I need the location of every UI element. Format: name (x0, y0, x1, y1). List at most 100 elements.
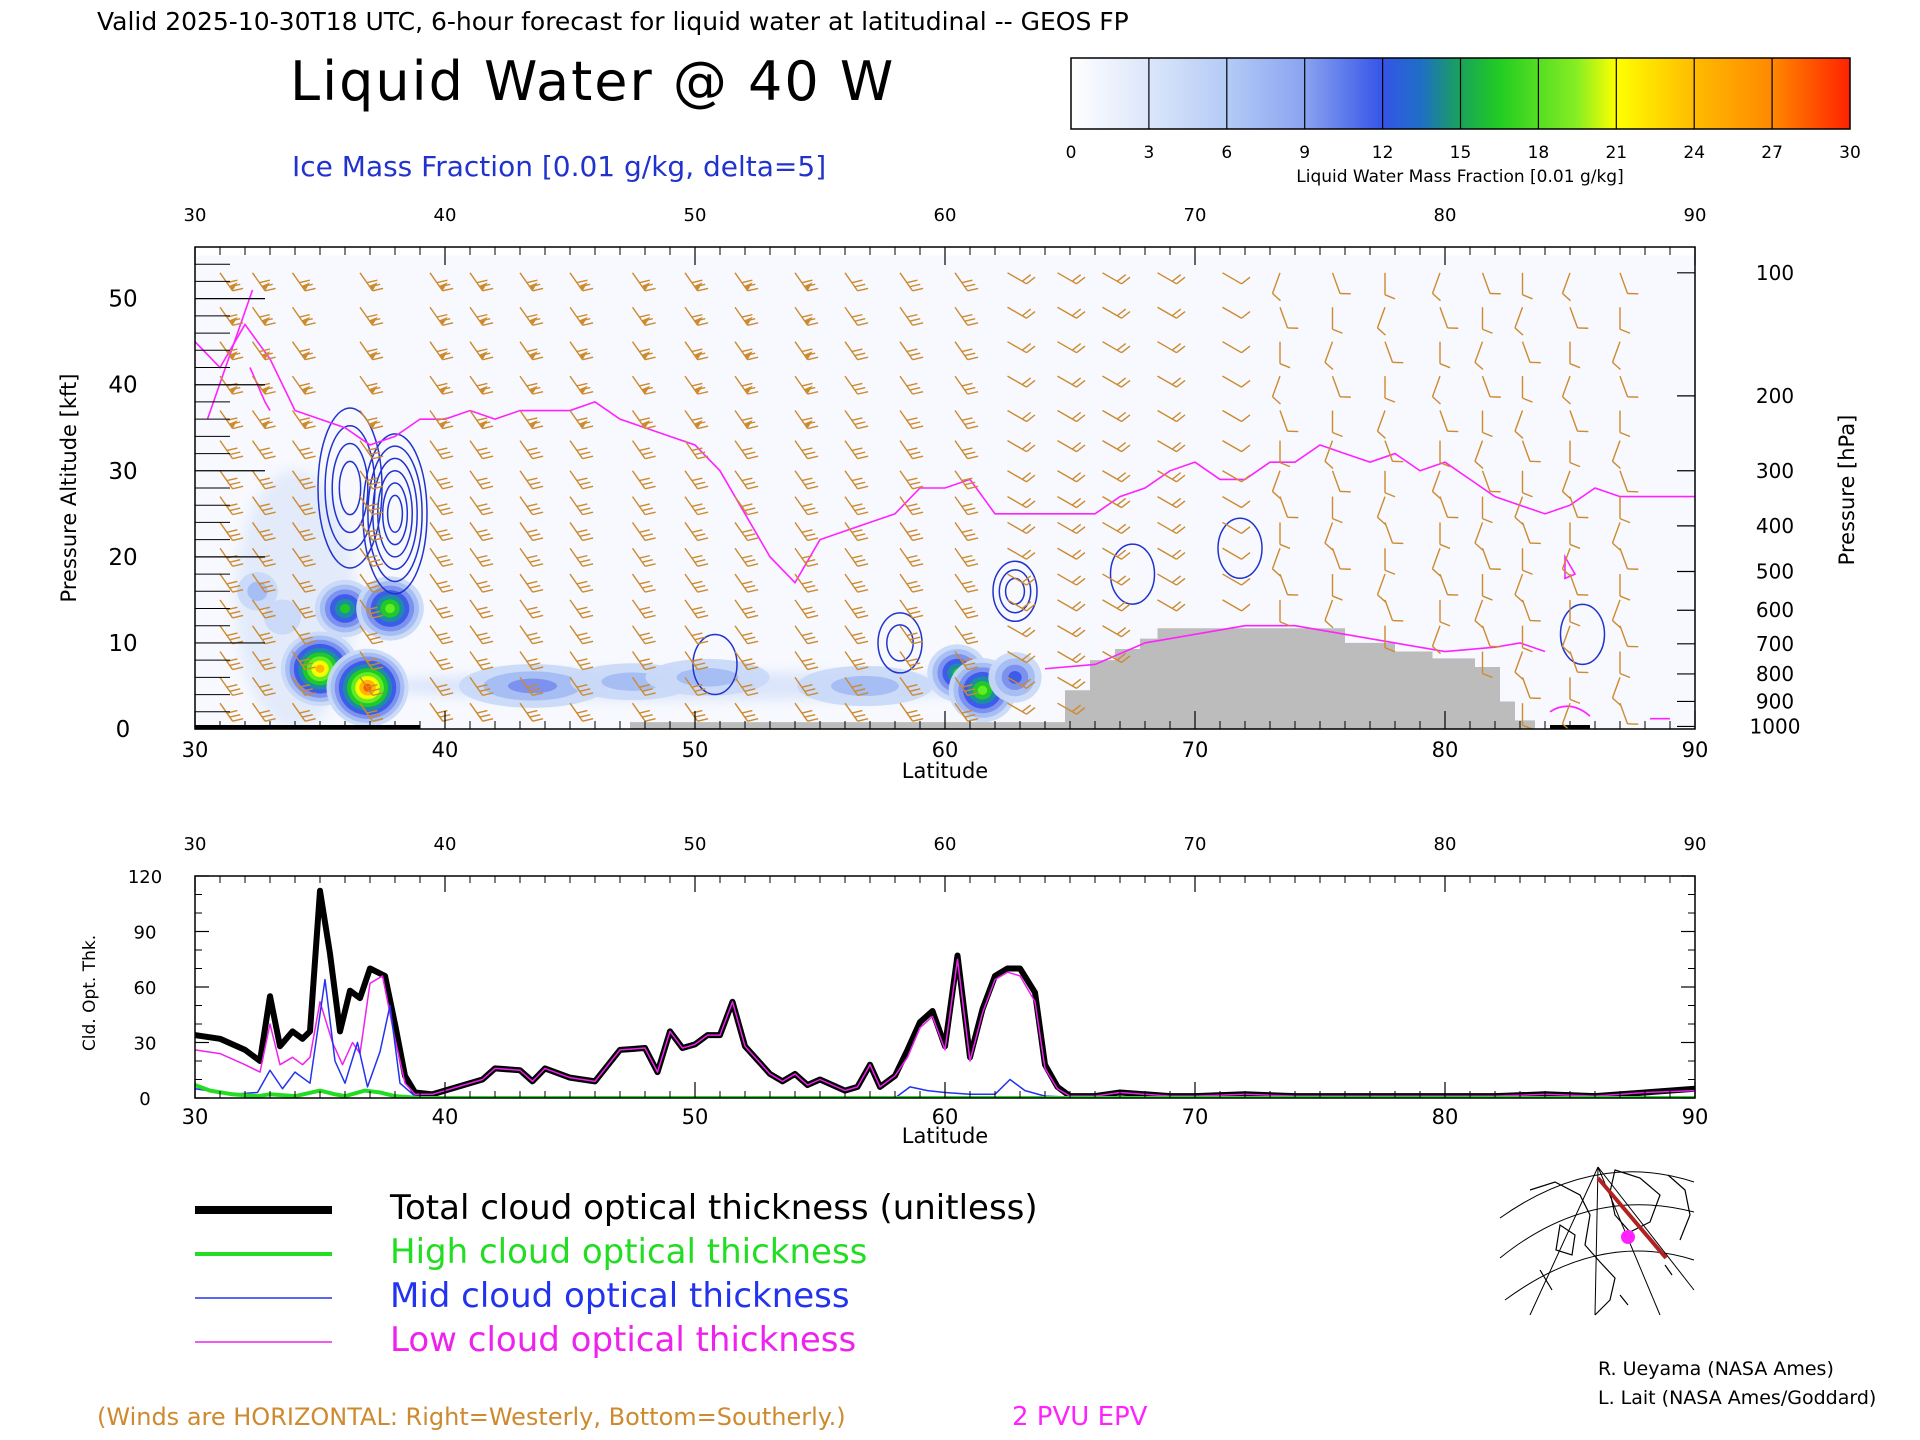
wind-barb-feather (304, 718, 316, 722)
wind-barb-feather (1384, 397, 1396, 403)
wind-barb-feather (964, 584, 976, 589)
wind-barb-feather (1121, 629, 1131, 638)
wind-barb-shaft (1222, 409, 1242, 423)
wind-barb (1569, 307, 1589, 329)
wind-barb-shaft (844, 702, 859, 722)
wind-barb (1222, 272, 1251, 285)
wind-barb-shaft (359, 676, 374, 696)
wind-barb (684, 375, 709, 395)
wind-barb-feather (906, 447, 918, 452)
wind-barb (429, 440, 454, 460)
wind-barb (844, 573, 869, 593)
wind-barb-pennant (804, 420, 813, 429)
wind-barb-pennant (479, 316, 488, 326)
wind-barb (1481, 651, 1493, 679)
wind-barb-feather (482, 563, 494, 567)
wind-barb-shaft (1619, 470, 1629, 492)
wind-barb-shaft (1102, 521, 1122, 535)
wind-barb-feather (1171, 274, 1182, 282)
wind-barb (1057, 625, 1086, 638)
wind-barb-feather (697, 322, 709, 326)
wind-barb (1481, 496, 1493, 524)
wind-barb-shaft (291, 341, 306, 361)
wind-barb-feather (1627, 292, 1639, 295)
wind-barb-feather (302, 507, 313, 512)
wind-barb-feather (482, 356, 494, 361)
wind-barb-shaft (631, 341, 646, 361)
wind-barb-feather (1562, 645, 1571, 655)
wind-barb-feather (1176, 552, 1186, 560)
wind-barb-feather (304, 511, 316, 516)
wind-barb (1222, 496, 1251, 509)
wind-barb-feather (1021, 627, 1032, 635)
wind-barb-shaft (1439, 496, 1449, 518)
wind-barb-feather (304, 356, 316, 361)
wind-barb (1619, 548, 1639, 570)
wind-barb (954, 272, 979, 292)
wind-barb-feather (369, 610, 381, 615)
wind-barb-feather (526, 348, 538, 353)
wind-barb-feather (964, 318, 976, 322)
wind-barb-feather (1522, 647, 1533, 653)
wind-barb-feather (369, 636, 381, 641)
wind-barb-feather (436, 529, 448, 533)
wind-barb-feather (1076, 379, 1086, 388)
wind-barb-feather (439, 559, 451, 563)
wind-barb-feather (439, 688, 451, 692)
wind-barb-feather (1577, 430, 1589, 433)
wind-barb-feather (1279, 462, 1291, 468)
liquid-level (676, 668, 739, 687)
wind-barb-feather (582, 537, 594, 542)
wind-barb (291, 496, 316, 516)
coast-north-america (1529, 1181, 1616, 1316)
wind-barb-feather (801, 580, 813, 585)
wind-barb-feather (1332, 431, 1343, 438)
wind-barb-feather (747, 666, 759, 671)
wind-barb-feather (526, 658, 538, 663)
wind-barb-feather (526, 632, 538, 637)
wind-barb-feather (1171, 497, 1182, 506)
wind-barb-feather (747, 485, 759, 490)
wind-barb (631, 341, 656, 361)
wind-barb-feather (741, 632, 753, 637)
wind-barb-shaft (954, 676, 969, 696)
wind-barb-feather (1612, 460, 1621, 470)
wind-barb-pennant (261, 282, 271, 291)
wind-barb-shaft (844, 410, 859, 429)
wind-barb-feather (366, 606, 378, 611)
wind-barb-pennant (694, 420, 703, 429)
wind-barb-shaft (359, 522, 374, 541)
wind-barb-shaft (631, 702, 646, 722)
wind-barb (519, 573, 544, 593)
wind-barb (794, 651, 819, 671)
wind-barb-feather (264, 666, 276, 671)
wind-barb-feather (226, 709, 238, 714)
colorbar-tick-label: 0 (1066, 143, 1077, 163)
ice-contour (992, 560, 1038, 623)
wind-barb-feather (744, 507, 756, 512)
wind-barb (1157, 440, 1186, 453)
wind-barb-shaft (1057, 650, 1077, 664)
wind-barb-shaft (359, 651, 374, 670)
wind-barb-feather (1439, 543, 1451, 550)
wind-barb (1279, 341, 1291, 369)
wind-barb-feather (642, 713, 653, 718)
wind-barb-feather (442, 537, 454, 542)
wind-barb-shaft (954, 702, 969, 722)
wind-barb-feather (854, 421, 866, 426)
wind-barb (469, 625, 494, 645)
graticule-meridian-4 (1597, 1166, 1695, 1291)
wind-barb (899, 306, 924, 326)
wind-barb-shaft (1057, 496, 1077, 509)
wind-barb-shaft (1102, 440, 1122, 453)
wind-barb-feather (642, 451, 653, 456)
wind-barb-shaft (844, 470, 859, 490)
wind-barb-feather (857, 718, 869, 722)
wind-barb-feather (1116, 441, 1127, 450)
wind-barb-feather (691, 447, 703, 452)
wind-barb-shaft (1521, 522, 1531, 544)
wind-barb-feather (1171, 549, 1182, 558)
wind-barb-feather (264, 588, 276, 593)
wind-barb (429, 410, 454, 430)
wind-barb-feather (801, 632, 813, 637)
